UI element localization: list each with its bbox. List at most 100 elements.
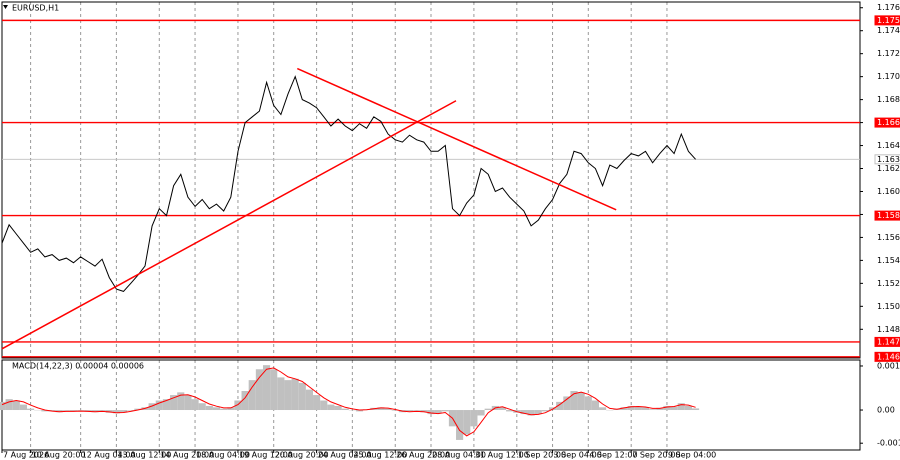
histogram-bar: [641, 407, 650, 411]
histogram-bar: [77, 410, 85, 411]
y-tick-label: 1.1505: [877, 302, 900, 311]
histogram-bar: [105, 410, 113, 413]
histogram-bar: [27, 408, 35, 411]
x-tick-label: 7 Aug 2026: [3, 451, 49, 460]
x-tick-label: 12 Aug 04:00: [82, 451, 136, 460]
y-tick-label: 1.1765: [877, 3, 900, 12]
histogram-bar: [477, 410, 485, 416]
histogram-bar: [0, 401, 6, 411]
histogram-bar: [12, 400, 20, 411]
y-tick-label: 1.1565: [877, 233, 900, 242]
level-label-box: [874, 154, 900, 165]
histogram-bar: [670, 406, 678, 411]
histogram-bar: [5, 399, 13, 411]
chart-title: EURUSD,H1: [12, 4, 59, 13]
histogram-bar: [677, 403, 685, 411]
x-tick-label: 10 Aug 20:00: [32, 451, 86, 460]
histogram-bar: [19, 404, 28, 411]
trend-line: [296, 67, 617, 211]
y-tick-label: 1.1525: [877, 279, 900, 288]
macd-title: MACD(14,22,3) 0.00004 0.00006: [12, 362, 144, 371]
histogram-bar: [84, 410, 92, 412]
y-tick-label: 1.1685: [877, 95, 900, 104]
x-tick-label: 19 Aug 12:00: [239, 451, 293, 460]
histogram-bar: [262, 365, 271, 411]
y-tick-label: 1.1605: [877, 187, 900, 196]
y-tick-label: 1.1725: [877, 49, 900, 58]
level-label-box: [874, 351, 900, 362]
level-label-box: [874, 336, 900, 347]
level-label: 1.1584: [877, 211, 900, 220]
histogram-bar: [427, 410, 435, 415]
trend-line: [1, 100, 457, 350]
histogram-bar: [570, 390, 578, 411]
histogram-bar: [127, 410, 135, 411]
histogram-bar: [484, 408, 492, 411]
signal-line: [1, 367, 696, 437]
histogram-bar: [241, 390, 249, 411]
histogram-bar: [327, 404, 335, 411]
histogram-bar: [191, 399, 199, 411]
histogram-bar: [577, 392, 585, 411]
histogram-bar: [656, 407, 664, 411]
histogram-bar: [599, 407, 607, 411]
histogram-bar: [405, 410, 414, 412]
histogram-bar: [384, 408, 392, 411]
histogram-bar: [91, 410, 99, 413]
y-tick-label: -0.00122: [877, 439, 900, 448]
histogram-bar: [591, 400, 600, 411]
y-tick-label: 1.1545: [877, 256, 900, 265]
histogram-bar: [234, 400, 242, 411]
title-icon: [3, 5, 8, 9]
histogram-bar: [556, 401, 564, 411]
histogram-bar: [162, 399, 171, 411]
histogram-bar: [441, 410, 449, 412]
histogram-bar: [170, 395, 178, 411]
histogram-bar: [184, 395, 192, 411]
histogram-bar: [506, 410, 514, 412]
histogram-bar: [277, 377, 285, 411]
level-label: 1.1461: [877, 352, 900, 361]
histogram-bar: [391, 410, 399, 411]
x-tick-label: 31 Aug 12:00: [475, 451, 529, 460]
histogram-bar: [112, 410, 120, 414]
y-tick-label: 0.00: [877, 406, 895, 415]
histogram-bar: [248, 380, 256, 411]
histogram-bar: [284, 380, 292, 411]
histogram-bar: [155, 400, 163, 411]
level-label: 1.1665: [877, 118, 900, 127]
histogram-bar: [684, 405, 692, 411]
level-label: 1.1754: [877, 16, 900, 25]
histogram-bar: [377, 407, 385, 411]
histogram-bar: [255, 369, 263, 411]
histogram-bar: [98, 410, 106, 412]
x-tick-label: 24 Aug 04:00: [318, 451, 372, 460]
histogram-bar: [520, 410, 528, 415]
x-tick-label: 9 Sep 04:00: [668, 451, 716, 460]
histogram-bar: [227, 407, 235, 411]
histogram-bar: [563, 396, 571, 411]
histogram-bar: [463, 410, 471, 435]
histogram-bar: [69, 410, 78, 412]
histogram-bar: [470, 410, 478, 427]
histogram-bar: [527, 410, 535, 416]
x-tick-label: 13 Aug 12:00: [117, 451, 171, 460]
histogram-bar: [298, 382, 306, 411]
level-label: 1.1633: [877, 155, 900, 164]
x-tick-label: 4 Sep 12:00: [589, 451, 637, 460]
x-tick-label: 14 Aug 20:00: [160, 451, 214, 460]
x-tick-label: 7 Sep 20:00: [632, 451, 680, 460]
histogram-bar: [627, 405, 635, 411]
x-tick-label: 25 Aug 12:00: [353, 451, 407, 460]
y-tick-label: 1.1625: [877, 164, 900, 173]
level-label-box: [874, 15, 900, 26]
histogram-bar: [541, 410, 549, 412]
level-label-box: [874, 210, 900, 221]
x-tick-label: 28 Aug 04:00: [432, 451, 486, 460]
y-tick-label: 1.1485: [877, 325, 900, 334]
histogram-bar: [41, 410, 49, 412]
y-tick-label: 0.00162: [877, 361, 900, 370]
histogram-bar: [634, 406, 642, 411]
histogram-bar: [456, 410, 464, 440]
